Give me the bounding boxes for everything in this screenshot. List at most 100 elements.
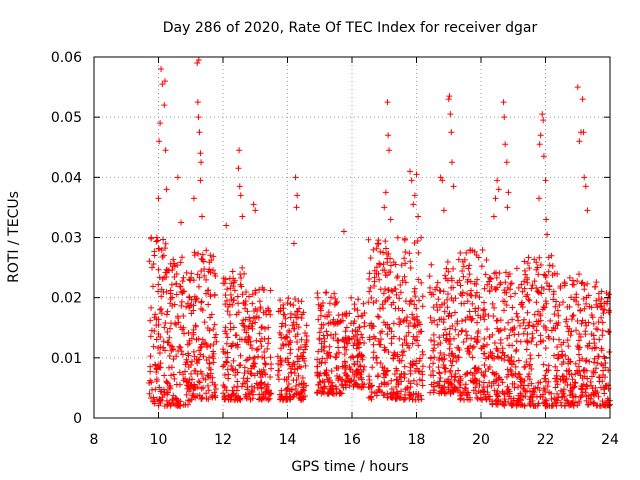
data-point xyxy=(155,330,162,337)
data-point xyxy=(507,281,514,288)
data-point xyxy=(406,301,413,308)
data-point xyxy=(257,305,264,312)
data-point xyxy=(463,370,470,377)
data-point xyxy=(155,288,162,295)
data-point xyxy=(153,238,160,245)
data-point xyxy=(329,383,336,390)
data-point xyxy=(542,298,549,305)
data-point xyxy=(448,350,455,357)
data-point xyxy=(248,371,255,378)
data-point xyxy=(332,331,339,338)
data-point xyxy=(261,325,268,332)
data-point xyxy=(598,296,605,303)
data-point xyxy=(274,371,281,378)
data-point xyxy=(300,349,307,356)
data-point xyxy=(155,321,162,328)
data-point xyxy=(285,341,292,348)
data-point xyxy=(521,258,528,265)
data-point xyxy=(350,320,357,327)
data-point xyxy=(572,380,579,387)
data-point xyxy=(249,300,256,307)
data-point xyxy=(237,361,244,368)
data-point xyxy=(322,313,329,320)
data-point xyxy=(445,313,452,320)
data-point xyxy=(205,387,212,394)
data-point xyxy=(360,367,367,374)
data-point xyxy=(187,362,194,369)
data-point xyxy=(540,153,547,160)
data-point xyxy=(326,300,333,307)
data-point xyxy=(376,260,383,267)
data-point xyxy=(394,393,401,400)
data-point xyxy=(321,370,328,377)
data-point xyxy=(524,309,531,316)
data-point xyxy=(159,81,166,88)
data-point xyxy=(373,392,380,399)
data-point xyxy=(542,372,549,379)
data-point xyxy=(537,132,544,139)
data-point xyxy=(406,250,413,257)
data-point xyxy=(174,174,181,181)
data-point xyxy=(321,335,328,342)
data-point xyxy=(239,320,246,327)
data-point xyxy=(415,276,422,283)
data-point xyxy=(491,371,498,378)
data-point xyxy=(149,264,156,271)
data-point xyxy=(368,388,375,395)
data-point xyxy=(418,328,425,335)
data-point xyxy=(605,307,612,314)
data-point xyxy=(457,249,464,256)
data-point xyxy=(205,268,212,275)
data-point xyxy=(365,236,372,243)
data-point xyxy=(347,354,354,361)
data-point xyxy=(502,269,509,276)
data-point xyxy=(283,394,290,401)
data-point xyxy=(351,360,358,367)
data-point xyxy=(504,204,511,211)
data-point xyxy=(213,338,220,345)
data-point xyxy=(191,353,198,360)
data-point xyxy=(239,291,246,298)
data-point xyxy=(500,99,507,106)
data-point xyxy=(146,258,153,265)
data-point xyxy=(330,335,337,342)
data-point xyxy=(570,312,577,319)
data-point xyxy=(455,345,462,352)
data-point xyxy=(397,289,404,296)
data-point xyxy=(290,393,297,400)
data-point xyxy=(146,390,153,397)
data-point xyxy=(335,337,342,344)
data-point xyxy=(197,150,204,157)
x-tick-label: 14 xyxy=(279,432,297,448)
data-point xyxy=(388,377,395,384)
data-point xyxy=(581,305,588,312)
data-point xyxy=(459,327,466,334)
data-point xyxy=(508,368,515,375)
data-point xyxy=(325,309,332,316)
data-point xyxy=(277,357,284,364)
data-point xyxy=(515,401,522,408)
data-point xyxy=(165,364,172,371)
data-point xyxy=(410,323,417,330)
data-point xyxy=(480,307,487,314)
data-point xyxy=(256,286,263,293)
data-point xyxy=(326,377,333,384)
data-point xyxy=(368,294,375,301)
data-point xyxy=(326,343,333,350)
data-point xyxy=(486,364,493,371)
data-point xyxy=(517,375,524,382)
data-point xyxy=(161,372,168,379)
data-point xyxy=(496,327,503,334)
data-point xyxy=(467,292,474,299)
data-point xyxy=(243,393,250,400)
data-point xyxy=(446,325,453,332)
data-point xyxy=(366,322,373,329)
data-point xyxy=(223,297,230,304)
data-point xyxy=(194,271,201,278)
data-point xyxy=(549,272,556,279)
data-point xyxy=(265,340,272,347)
data-point xyxy=(188,270,195,277)
data-point xyxy=(458,300,465,307)
data-point xyxy=(223,358,230,365)
data-point xyxy=(224,308,231,315)
